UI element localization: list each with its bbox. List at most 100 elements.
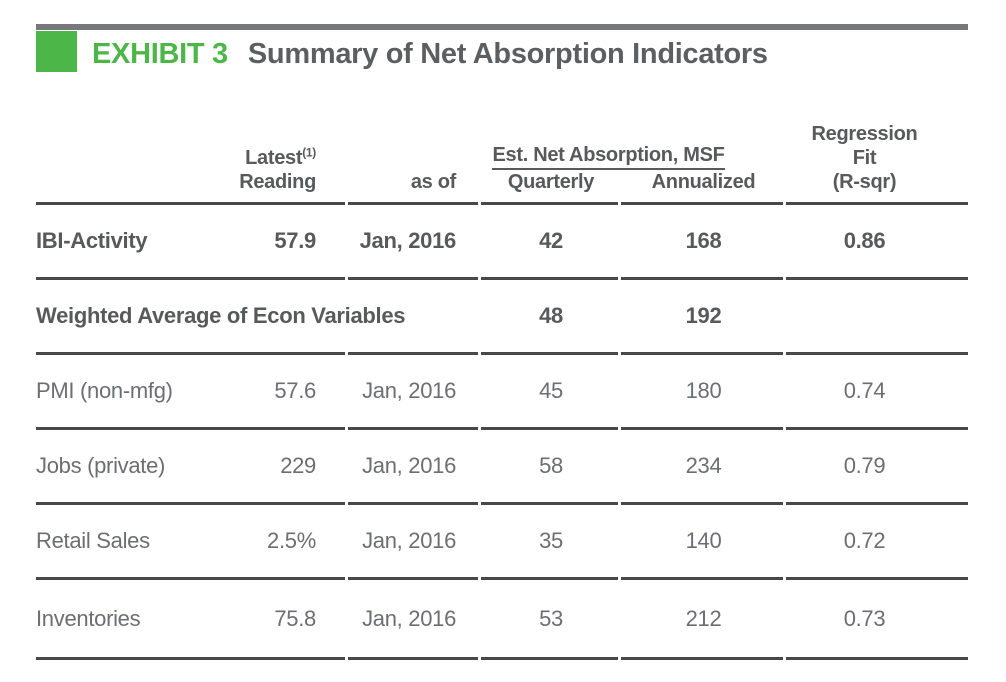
header-est-subcolumns: Quarterly Annualized (456, 170, 761, 194)
table-rule (36, 277, 968, 280)
header-annualized: Annualized (651, 171, 756, 193)
rule-segment (348, 657, 478, 660)
cell-quarterly: 53 (539, 605, 563, 631)
footnote-marker: (1) (302, 145, 316, 160)
rule-segment (348, 502, 478, 505)
rule-segment (786, 427, 968, 430)
rule-segment (621, 427, 783, 430)
cell-annualized: 234 (685, 453, 722, 478)
cell-as-of: Jan, 2016 (362, 605, 456, 631)
cell-quarterly: 58 (539, 453, 563, 478)
header-latest-line1: Latest (245, 147, 303, 169)
rule-segment (36, 427, 345, 430)
rule-segment (348, 427, 478, 430)
cell-quarterly: 42 (539, 228, 563, 253)
cell-label: Retail Sales (36, 528, 150, 553)
rule-segment (786, 202, 968, 205)
rule-segment (481, 202, 618, 205)
rule-segment (786, 352, 968, 355)
cell-label: PMI (non-mfg) (36, 378, 173, 403)
table-row-weighted-average: Weighted Average of Econ Variables 48 19… (36, 280, 968, 352)
rule-segment (621, 657, 783, 660)
rule-segment (481, 502, 618, 505)
cell-label: Weighted Average of Econ Variables (36, 303, 406, 328)
summary-table: Latest(1) Reading as of Est. Net Absorpt… (36, 97, 968, 660)
rule-segment (36, 502, 345, 505)
cell-latest-reading: 57.6 (274, 378, 316, 403)
rule-segment (786, 502, 968, 505)
cell-label: IBI-Activity (36, 228, 148, 253)
table-row-retail-sales: Retail Sales 2.5% Jan, 2016 35 140 0.72 (36, 505, 968, 577)
header-latest-line2: Reading (239, 171, 316, 193)
table-rule (36, 577, 968, 580)
rule-segment (481, 657, 618, 660)
rule-segment (348, 202, 478, 205)
table-rule (36, 502, 968, 505)
cell-quarterly: 45 (539, 378, 563, 403)
rule-segment (621, 277, 783, 280)
rule-segment (36, 352, 345, 355)
cell-r-sqr: 0.74 (843, 378, 886, 403)
rule-segment (481, 352, 618, 355)
rule-segment (348, 352, 478, 355)
cell-annualized: 180 (685, 378, 722, 403)
header-quarterly: Quarterly (507, 171, 595, 193)
table-rule (36, 657, 968, 660)
exhibit-header: EXHIBIT 3 Summary of Net Absorption Indi… (36, 31, 768, 72)
cell-r-sqr: 0.73 (843, 605, 886, 631)
header-latest-reading: Latest(1) Reading (221, 146, 316, 194)
rule-segment (786, 277, 968, 280)
table-row-pmi: PMI (non-mfg) 57.6 Jan, 2016 45 180 0.74 (36, 355, 968, 427)
rule-segment (621, 577, 783, 580)
rule-segment (621, 502, 783, 505)
cell-latest-reading: 75.8 (274, 605, 316, 631)
header-est-net-absorption-group: Est. Net Absorption, MSF Quarterly Annua… (456, 143, 761, 194)
cell-quarterly: 35 (539, 528, 563, 553)
rule-segment (348, 277, 478, 280)
header-est-net-absorption-title: Est. Net Absorption, MSF (456, 143, 761, 170)
cell-latest-reading: 229 (280, 453, 316, 478)
exhibit-marker-square (36, 31, 77, 72)
cell-as-of: Jan, 2016 (359, 228, 457, 253)
cell-r-sqr: 0.72 (843, 528, 886, 553)
cell-latest-reading: 57.9 (274, 228, 316, 253)
cell-quarterly: 48 (539, 303, 563, 328)
exhibit-label: EXHIBIT 3 (92, 38, 228, 70)
table-row-inventories: Inventories 75.8 Jan, 2016 53 212 0.73 (36, 580, 968, 657)
page-title: Summary of Net Absorption Indicators (247, 38, 768, 70)
rule-segment (481, 577, 618, 580)
header-regression-fit: Regression Fit (R-sqr) (811, 123, 918, 193)
cell-annualized: 140 (685, 528, 722, 553)
rule-segment (36, 577, 345, 580)
cell-r-sqr: 0.79 (843, 453, 886, 478)
cell-annualized: 212 (685, 605, 722, 631)
top-divider-rule (36, 24, 968, 30)
rule-segment (36, 202, 345, 205)
cell-annualized: 168 (685, 228, 722, 253)
rule-segment (621, 352, 783, 355)
cell-as-of: Jan, 2016 (362, 378, 456, 403)
cell-as-of: Jan, 2016 (362, 528, 456, 553)
rule-segment (36, 657, 345, 660)
cell-latest-reading: 2.5% (267, 528, 316, 553)
cell-r-sqr: 0.86 (843, 228, 886, 253)
table-rule (36, 352, 968, 355)
table-rule (36, 202, 968, 205)
table-rule (36, 427, 968, 430)
rule-segment (36, 277, 345, 280)
cell-as-of: Jan, 2016 (362, 453, 456, 478)
rule-segment (621, 202, 783, 205)
rule-segment (786, 577, 968, 580)
table-header-row: Latest(1) Reading as of Est. Net Absorpt… (36, 97, 968, 202)
table-row-ibi-activity: IBI-Activity 57.9 Jan, 2016 42 168 0.86 (36, 205, 968, 277)
rule-segment (786, 657, 968, 660)
rule-segment (481, 427, 618, 430)
rule-segment (348, 577, 478, 580)
rule-segment (481, 277, 618, 280)
header-as-of: as of (410, 171, 456, 193)
cell-annualized: 192 (685, 303, 722, 328)
table-row-jobs: Jobs (private) 229 Jan, 2016 58 234 0.79 (36, 430, 968, 502)
cell-label: Inventories (36, 605, 141, 631)
cell-label: Jobs (private) (36, 453, 166, 478)
